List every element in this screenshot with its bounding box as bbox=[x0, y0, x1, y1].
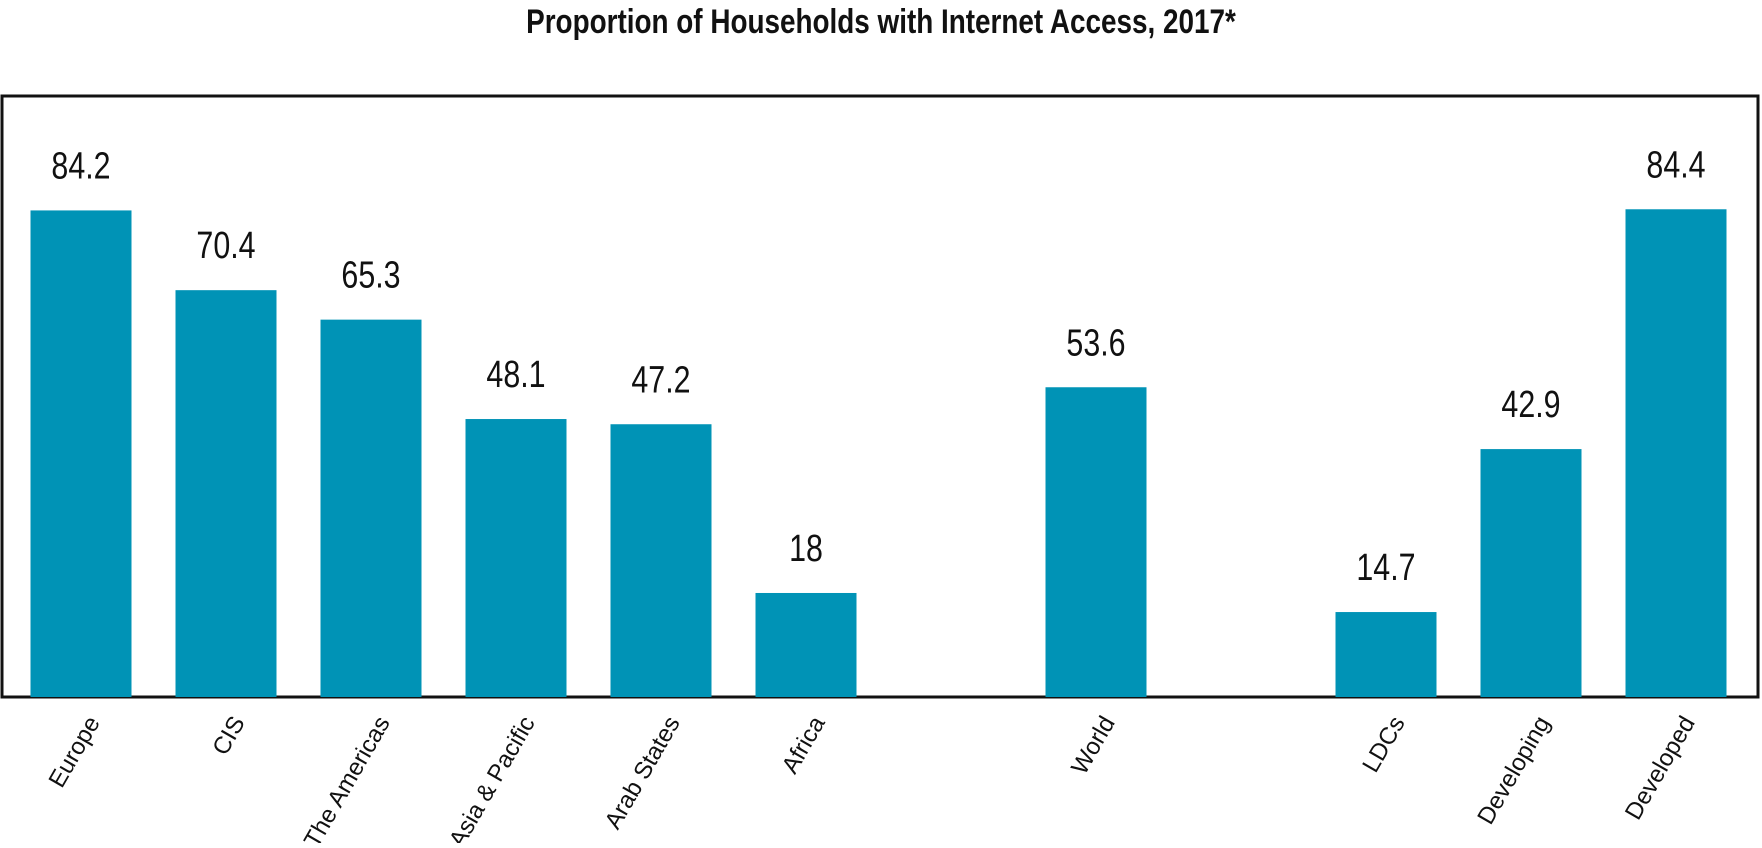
value-label: 14.7 bbox=[1356, 547, 1415, 589]
value-label: 42.9 bbox=[1501, 384, 1560, 426]
value-label: 18 bbox=[789, 528, 823, 570]
x-tick-label: Developing bbox=[1472, 712, 1555, 830]
x-tick-label: Africa bbox=[777, 711, 831, 778]
bar bbox=[30, 210, 132, 698]
value-label: 48.1 bbox=[486, 354, 545, 396]
bar bbox=[1045, 387, 1147, 697]
value-label: 47.2 bbox=[631, 359, 690, 401]
x-tick-label: Europe bbox=[44, 712, 106, 793]
bar bbox=[320, 319, 422, 697]
x-tick-label: LDCs bbox=[1357, 712, 1410, 777]
bar bbox=[1335, 612, 1437, 697]
value-label: 53.6 bbox=[1066, 322, 1125, 364]
value-label: 84.4 bbox=[1646, 144, 1705, 186]
bar bbox=[465, 419, 567, 697]
bar bbox=[1625, 209, 1727, 697]
x-tick-label: CIS bbox=[207, 712, 250, 760]
x-tick-label: Developed bbox=[1620, 712, 1701, 825]
chart-title: Proportion of Households with Internet A… bbox=[526, 2, 1237, 40]
bar bbox=[1480, 449, 1582, 697]
x-tick-label: The Americas bbox=[299, 712, 396, 843]
value-label: 70.4 bbox=[196, 225, 255, 267]
plot-frame bbox=[0, 94, 1760, 699]
x-tick-label: Arab States bbox=[600, 712, 686, 834]
x-tick-label: World bbox=[1066, 712, 1121, 779]
x-tick-label: Asia & Pacific bbox=[444, 712, 541, 843]
bar bbox=[755, 592, 857, 697]
bar bbox=[610, 424, 712, 697]
value-label: 84.2 bbox=[51, 145, 110, 187]
value-label: 65.3 bbox=[341, 255, 400, 297]
bar bbox=[175, 290, 277, 697]
